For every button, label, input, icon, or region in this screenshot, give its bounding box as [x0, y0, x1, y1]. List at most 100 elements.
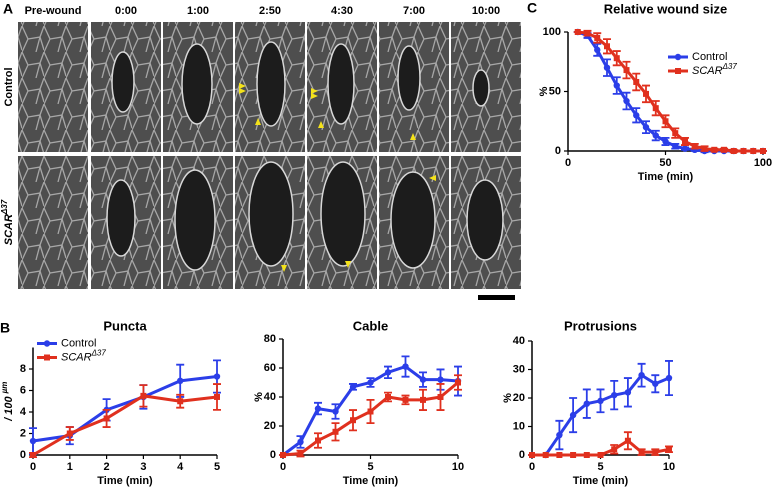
data-point	[597, 452, 604, 458]
column-header: 10:00	[472, 5, 500, 17]
micrograph	[18, 22, 88, 152]
data-point	[332, 408, 339, 415]
legend-label: Control	[692, 51, 727, 63]
y-tick-label: 40	[264, 391, 276, 403]
wound	[181, 43, 213, 125]
legend-marker	[43, 340, 51, 347]
data-point	[623, 97, 630, 105]
chart-title: Puncta	[103, 318, 147, 333]
arrowhead	[410, 133, 416, 140]
data-point	[594, 34, 601, 41]
x-tick-label: 2	[104, 461, 110, 473]
legend-label: SCARΔ37	[61, 348, 106, 363]
y-tick-label: 0	[555, 145, 561, 157]
y-axis-label: %	[253, 392, 265, 402]
data-point	[455, 379, 461, 386]
x-tick-label: 5	[597, 461, 603, 473]
data-point	[583, 400, 590, 407]
y-tick-label: 100	[543, 26, 561, 38]
data-point	[611, 391, 618, 399]
data-point	[66, 430, 73, 437]
data-point	[662, 138, 669, 145]
data-point	[665, 374, 673, 382]
chart-title: Protrusions	[564, 318, 637, 333]
data-point	[613, 55, 620, 62]
data-point	[740, 148, 747, 154]
data-point	[594, 46, 601, 54]
panel-letter: A	[3, 1, 13, 17]
y-axis-label: %	[538, 86, 550, 96]
data-point	[750, 148, 757, 154]
data-point	[214, 393, 220, 400]
wound	[111, 51, 135, 113]
wound	[472, 69, 490, 107]
wound	[320, 161, 366, 267]
arrowhead	[311, 88, 318, 94]
x-tick-label: 10	[663, 461, 675, 473]
data-point	[672, 130, 679, 137]
y-tick-label: 6	[20, 384, 26, 396]
data-point	[760, 148, 766, 154]
data-point	[402, 396, 409, 403]
data-point	[419, 376, 427, 383]
arrowhead	[311, 93, 318, 99]
data-point	[542, 452, 549, 458]
data-point	[30, 452, 36, 458]
series-line	[577, 30, 763, 153]
x-tick-label: 4	[177, 461, 184, 473]
wound	[390, 171, 436, 269]
data-point	[103, 415, 110, 422]
y-tick-label: 0	[270, 449, 276, 461]
data-point	[597, 397, 604, 405]
x-axis-label: Time (min)	[343, 475, 399, 487]
arrowhead	[239, 83, 246, 89]
legend-marker	[674, 53, 682, 61]
column-header: 7:00	[403, 5, 425, 17]
arrowhead	[255, 118, 261, 125]
data-point	[280, 452, 286, 458]
legend-label: SCARΔ37	[692, 62, 737, 77]
wound	[248, 161, 294, 267]
wound	[256, 41, 286, 127]
series-line	[532, 373, 670, 457]
y-tick-label: 80	[264, 333, 276, 345]
wound	[397, 45, 421, 111]
data-point	[297, 438, 304, 446]
panel-letter: B	[0, 320, 10, 336]
column-header: 0:00	[115, 5, 137, 17]
data-point	[603, 64, 611, 71]
y-axis-label: / 100 µm	[0, 382, 15, 422]
data-point	[350, 417, 356, 424]
series-line	[32, 394, 218, 457]
wound	[106, 179, 136, 257]
data-point	[611, 446, 618, 453]
data-point	[642, 124, 650, 131]
data-point	[584, 30, 591, 37]
panel-letter: C	[527, 0, 537, 16]
x-tick-label: 0	[529, 461, 535, 473]
y-tick-label: 0	[20, 449, 26, 461]
data-point	[682, 138, 688, 145]
micrograph	[18, 156, 88, 289]
data-point	[314, 405, 322, 412]
y-tick-label: 2	[20, 427, 26, 439]
arrowhead	[345, 261, 351, 268]
data-point	[384, 369, 392, 376]
row-label: SCARΔ37	[0, 199, 15, 245]
data-point	[349, 383, 357, 391]
data-point	[624, 437, 631, 444]
y-tick-label: 20	[513, 392, 525, 404]
arrowhead	[281, 265, 287, 272]
data-point	[730, 148, 737, 154]
arrowhead	[318, 121, 324, 128]
data-point	[437, 394, 444, 400]
data-point	[643, 90, 649, 97]
data-point	[604, 43, 610, 50]
scale-bar	[478, 295, 515, 300]
data-point	[652, 449, 659, 456]
data-point	[177, 398, 184, 405]
data-point	[367, 408, 374, 415]
column-header: 2:50	[259, 5, 281, 17]
y-tick-label: 8	[20, 363, 26, 375]
